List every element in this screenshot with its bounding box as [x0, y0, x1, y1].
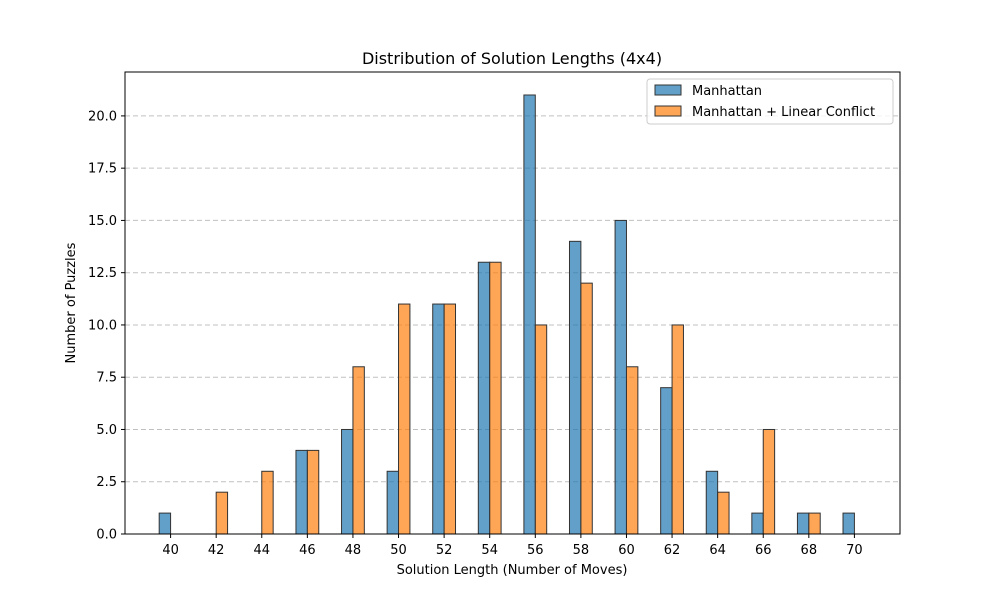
x-tick-label: 42 — [208, 543, 225, 558]
x-tick-label: 46 — [299, 543, 316, 558]
y-tick-label: 7.5 — [96, 371, 117, 386]
x-tick-label: 52 — [436, 543, 453, 558]
legend-swatch-manhattan-linear-conflict — [654, 105, 682, 117]
bar-manhattan-48 — [341, 428, 354, 535]
bar-manhattan-58 — [568, 240, 582, 535]
bar-manhattan-linear-conflict-62 — [671, 324, 684, 535]
bar-manhattan-68 — [796, 512, 810, 535]
x-tick-label: 64 — [709, 543, 726, 558]
x-axis-label: Solution Length (Number of Moves) — [397, 563, 628, 578]
y-tick-label: 10.0 — [88, 318, 117, 333]
bar-manhattan-linear-conflict-54 — [489, 261, 502, 535]
x-tick-label: 62 — [664, 543, 681, 558]
bar-manhattan-linear-conflict-68 — [808, 512, 821, 535]
legend-swatch-manhattan — [654, 84, 682, 96]
bar-manhattan-linear-conflict-56 — [534, 324, 548, 535]
y-tick-label: 17.5 — [88, 162, 117, 177]
x-tick-label: 40 — [162, 543, 179, 558]
bar-manhattan-linear-conflict-64 — [717, 491, 730, 535]
x-tick-label: 48 — [345, 543, 362, 558]
grid-lines — [125, 115, 900, 483]
y-tick-label: 5.0 — [96, 423, 117, 438]
y-axis-ticks: 0.0 2.5 5.0 7.5 10.0 12.5 15.0 17.5 20.0 — [88, 109, 125, 543]
bar-manhattan-56 — [523, 94, 536, 535]
x-tick-label: 58 — [573, 543, 590, 558]
bar-manhattan-54 — [477, 261, 491, 535]
bar-manhattan-46 — [295, 449, 308, 535]
bar-manhattan-linear-conflict-46 — [306, 449, 320, 535]
y-tick-label: 15.0 — [88, 214, 117, 229]
x-tick-label: 66 — [755, 543, 772, 558]
bar-manhattan-50 — [386, 470, 400, 535]
x-tick-label: 70 — [846, 543, 863, 558]
bar-manhattan-52 — [432, 303, 445, 535]
bar-manhattan-40 — [158, 512, 172, 535]
bar-manhattan-linear-conflict-50 — [398, 303, 411, 535]
y-tick-label: 0.0 — [96, 528, 117, 543]
bar-manhattan-linear-conflict-48 — [352, 366, 365, 535]
legend-label-manhattan: Manhattan — [692, 84, 762, 99]
y-tick-label: 20.0 — [88, 109, 117, 124]
x-tick-label: 68 — [801, 543, 818, 558]
bar-manhattan-linear-conflict-60 — [625, 366, 639, 535]
bar-manhattan-linear-conflict-52 — [443, 303, 457, 535]
x-tick-label: 50 — [390, 543, 407, 558]
y-tick-label: 2.5 — [96, 475, 117, 490]
bars — [158, 94, 855, 535]
bar-manhattan-60 — [614, 219, 627, 535]
bar-manhattan-62 — [660, 387, 673, 535]
y-axis-label: Number of Puzzles — [64, 242, 79, 363]
x-tick-label: 56 — [527, 543, 544, 558]
y-tick-label: 12.5 — [88, 266, 117, 281]
x-tick-label: 60 — [618, 543, 635, 558]
bar-manhattan-64 — [705, 470, 719, 535]
x-tick-label: 54 — [481, 543, 498, 558]
x-tick-label: 44 — [253, 543, 270, 558]
bar-manhattan-linear-conflict-44 — [261, 470, 274, 535]
chart-title: Distribution of Solution Lengths (4x4) — [362, 49, 662, 68]
bar-manhattan-linear-conflict-66 — [762, 428, 776, 535]
bar-manhattan-linear-conflict-58 — [580, 282, 593, 535]
plot-area-frame — [124, 71, 901, 535]
bar-manhattan-66 — [751, 512, 764, 535]
legend-box — [646, 78, 894, 125]
bar-manhattan-70 — [842, 512, 855, 535]
x-axis-ticks: 40 42 44 46 48 50 52 54 56 58 60 62 64 66 68 70 — [162, 534, 863, 558]
legend-label-manhattan-linear-conflict: Manhattan + Linear Conflict — [692, 105, 875, 120]
bar-manhattan-linear-conflict-42 — [215, 491, 229, 535]
legend: Manhattan Manhattan + Linear Conflict — [646, 78, 894, 125]
